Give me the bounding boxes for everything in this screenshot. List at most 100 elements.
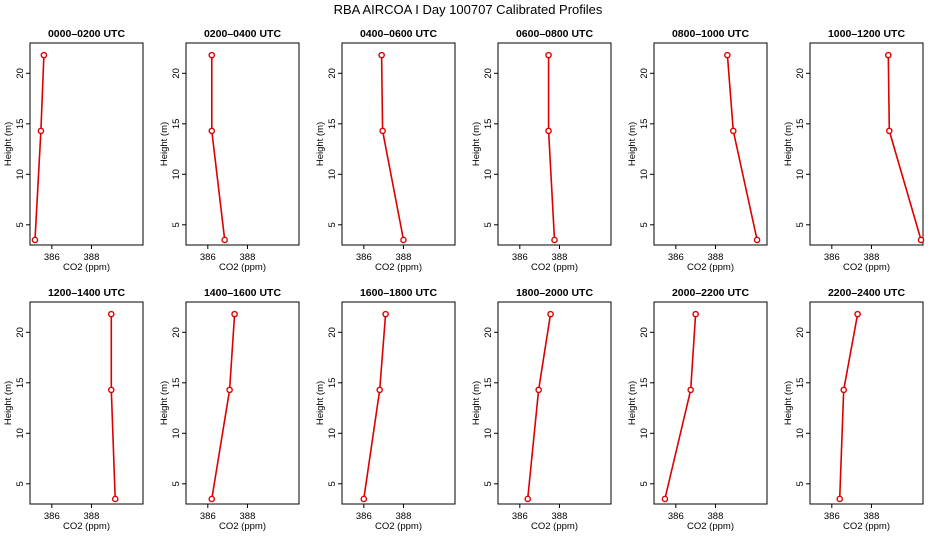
x-tick-label: 386 — [512, 511, 528, 522]
data-point — [107, 386, 115, 394]
x-tick-label: 388 — [864, 511, 880, 522]
x-axis-label: CO2 (ppm) — [531, 521, 578, 532]
y-tick-label: 15 — [15, 378, 26, 389]
y-tick-label: 20 — [327, 68, 338, 79]
y-tick-label: 5 — [639, 481, 650, 486]
data-point — [729, 127, 737, 135]
data-point — [107, 310, 115, 318]
data-point — [885, 127, 893, 135]
panel-title: 2000–2200 UTC — [672, 287, 749, 299]
y-tick-label: 15 — [15, 119, 26, 130]
data-point — [40, 51, 48, 59]
y-tick-label: 10 — [171, 169, 182, 180]
data-point — [208, 127, 216, 135]
y-tick-label: 20 — [15, 327, 26, 338]
y-tick-label: 5 — [483, 222, 494, 227]
y-tick-label: 15 — [327, 378, 338, 389]
y-tick-label: 10 — [171, 428, 182, 439]
x-axis-label: CO2 (ppm) — [843, 262, 890, 273]
x-tick-label: 388 — [708, 252, 724, 263]
y-axis-label: Height (m) — [315, 122, 326, 166]
panel-title: 0600–0800 UTC — [516, 28, 593, 40]
chart-panel-8: 1400–1600 UTC 386 388 5 10 15 20 CO2 (ppm) Heigh… — [159, 287, 300, 532]
data-point — [376, 386, 383, 394]
chart-panel-6: 1000–1200 UTC 386 388 5 10 15 20 CO2 (ppm) Heigh… — [783, 28, 925, 273]
y-tick-label: 10 — [15, 428, 26, 439]
panel-title: 0400–0600 UTC — [360, 28, 437, 40]
y-tick-label: 20 — [171, 327, 182, 338]
y-tick-label: 5 — [795, 481, 806, 486]
x-tick-label: 388 — [864, 252, 880, 263]
y-tick-label: 15 — [171, 378, 182, 389]
data-point — [661, 495, 669, 503]
y-axis-label: Height (m) — [3, 381, 14, 425]
y-tick-label: 20 — [171, 68, 182, 79]
x-tick-label: 388 — [396, 252, 412, 263]
y-tick-label: 5 — [639, 222, 650, 227]
y-tick-label: 5 — [327, 481, 338, 486]
panel-title: 0200–0400 UTC — [204, 28, 281, 40]
data-point — [400, 236, 407, 244]
x-axis-label: CO2 (ppm) — [219, 262, 266, 273]
x-axis-label: CO2 (ppm) — [687, 262, 734, 273]
data-point — [724, 51, 731, 59]
plot-frame — [653, 301, 768, 505]
plot-frame — [185, 42, 300, 246]
y-tick-label: 5 — [15, 222, 26, 227]
chart-panel-5: 0800–1000 UTC 386 388 5 10 15 20 CO2 (ppm) Heigh… — [627, 28, 768, 273]
x-axis-label: CO2 (ppm) — [219, 521, 266, 532]
y-tick-label: 20 — [639, 327, 650, 338]
y-axis-label: Height (m) — [783, 122, 794, 166]
data-point — [208, 495, 216, 503]
y-tick-label: 5 — [483, 481, 494, 486]
panel-title: 1800–2000 UTC — [516, 287, 593, 299]
x-tick-label: 388 — [84, 252, 100, 263]
chart-panel-11: 2000–2200 UTC 386 388 5 10 15 20 CO2 (ppm) Heigh… — [627, 287, 768, 532]
panel-title: 1600–1800 UTC — [360, 287, 437, 299]
plot-frame — [809, 42, 924, 246]
panel-title: 0000–0200 UTC — [48, 28, 125, 40]
panel-title: 1400–1600 UTC — [204, 287, 281, 299]
y-axis-label: Height (m) — [471, 381, 482, 425]
y-tick-label: 20 — [639, 68, 650, 79]
y-tick-label: 15 — [795, 378, 806, 389]
x-tick-label: 388 — [240, 511, 256, 522]
data-point — [854, 310, 861, 318]
chart-panel-9: 1600–1800 UTC 386 388 5 10 15 20 CO2 (ppm) Heigh… — [315, 287, 456, 532]
y-tick-label: 15 — [639, 119, 650, 130]
x-tick-label: 386 — [824, 252, 840, 263]
y-tick-label: 20 — [327, 327, 338, 338]
y-tick-label: 20 — [795, 68, 806, 79]
y-tick-label: 15 — [483, 378, 494, 389]
y-axis-label: Height (m) — [159, 381, 170, 425]
y-tick-label: 20 — [795, 327, 806, 338]
panel-grid: 0000–0200 UTC 386 388 5 10 15 20 CO2 (ppm) Heigh… — [3, 28, 925, 532]
y-tick-label: 15 — [483, 119, 494, 130]
data-point — [208, 51, 216, 59]
y-tick-label: 10 — [795, 169, 806, 180]
y-tick-label: 20 — [483, 327, 494, 338]
data-point — [692, 310, 699, 318]
y-tick-label: 15 — [327, 119, 338, 130]
y-tick-label: 15 — [639, 378, 650, 389]
data-point — [231, 310, 238, 318]
data-point — [37, 127, 45, 135]
panel-title: 0800–1000 UTC — [672, 28, 749, 40]
x-tick-label: 386 — [356, 252, 372, 263]
panel-title: 2200–2400 UTC — [828, 287, 905, 299]
data-point — [111, 495, 119, 503]
data-point — [524, 495, 532, 503]
x-tick-label: 386 — [668, 252, 684, 263]
data-point — [551, 236, 558, 244]
y-tick-label: 10 — [639, 169, 650, 180]
y-tick-label: 15 — [171, 119, 182, 130]
x-axis-label: CO2 (ppm) — [843, 521, 890, 532]
chart-panel-12: 2200–2400 UTC 386 388 5 10 15 20 CO2 (ppm) Heigh… — [783, 287, 924, 532]
figure-title: RBA AIRCOA I Day 100707 Calibrated Profi… — [334, 2, 603, 17]
data-point — [840, 386, 848, 394]
data-point — [885, 51, 892, 59]
data-point — [836, 495, 844, 503]
x-tick-label: 388 — [396, 511, 412, 522]
y-tick-label: 10 — [795, 428, 806, 439]
